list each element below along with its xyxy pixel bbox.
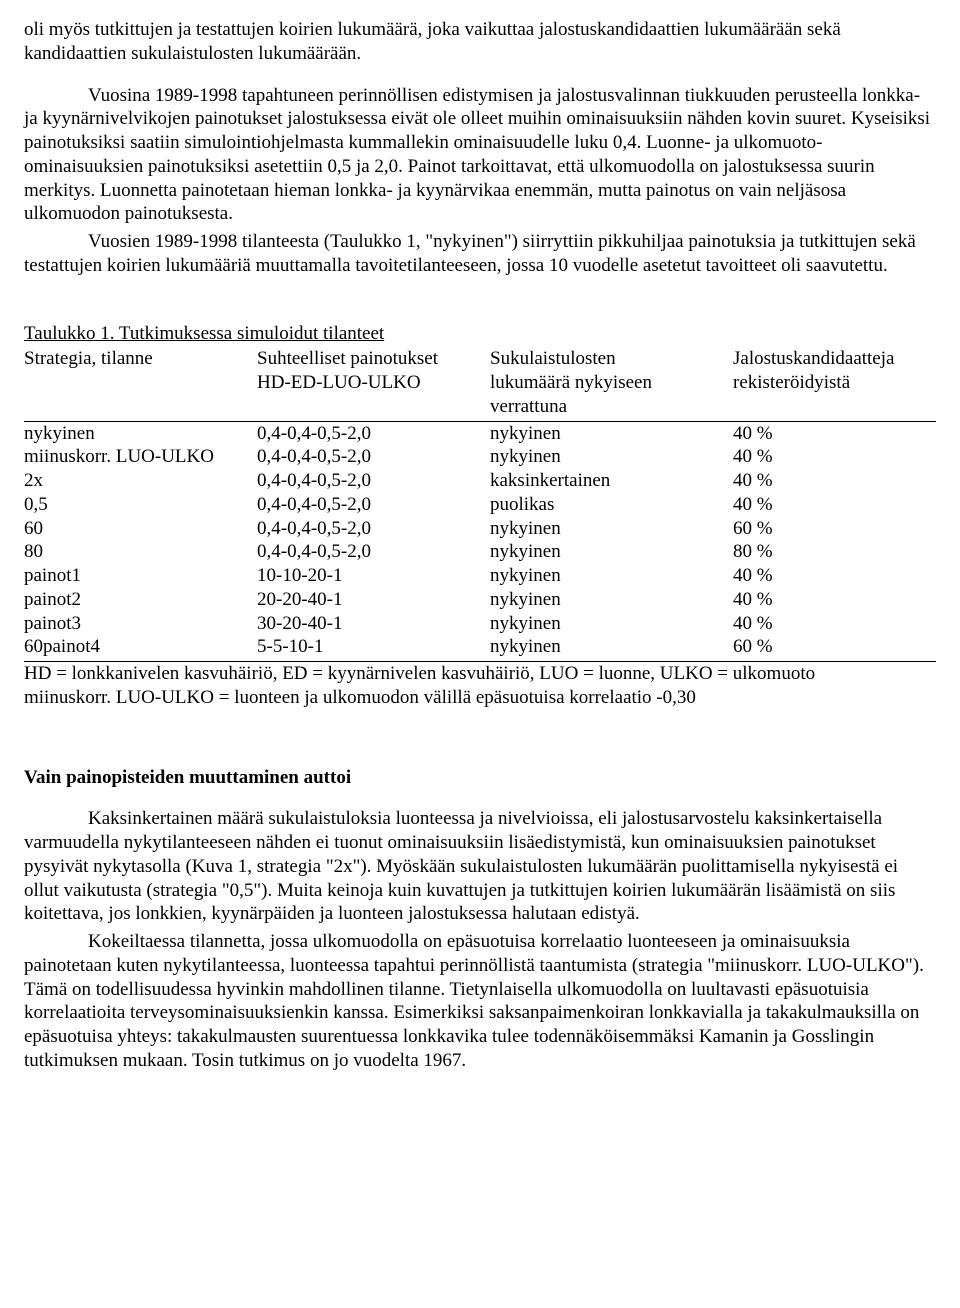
table-cell: nykyinen (490, 421, 733, 445)
paragraph-4: Kaksinkertainen määrä sukulaistuloksia l… (24, 807, 936, 926)
table-cell: painot2 (24, 588, 257, 612)
table-cell: 10-10-20-1 (257, 564, 490, 588)
table-cell: miinuskorr. LUO-ULKO (24, 445, 257, 469)
table-cell: 40 % (733, 493, 936, 517)
th-candidates-line2: rekisteröidyistä (733, 372, 850, 393)
table-cell: 5-5-10-1 (257, 635, 490, 661)
table-cell: nykyinen (490, 540, 733, 564)
table-1: Strategia, tilanne Suhteelliset painotuk… (24, 347, 936, 662)
table-cell: 40 % (733, 421, 936, 445)
table-cell: 0,4-0,4-0,5-2,0 (257, 445, 490, 469)
table-cell: painot1 (24, 564, 257, 588)
th-weights: Suhteelliset painotukset HD-ED-LUO-ULKO (257, 347, 490, 421)
table-cell: 60 % (733, 517, 936, 541)
table-footnote-2: miinuskorr. LUO-ULKO = luonteen ja ulkom… (24, 686, 936, 710)
paragraph-3: Vuosien 1989-1998 tilanteesta (Taulukko … (24, 230, 936, 278)
table-cell: kaksinkertainen (490, 469, 733, 493)
paragraph-1: oli myös tutkittujen ja testattujen koir… (24, 18, 936, 66)
table-cell: 40 % (733, 469, 936, 493)
table-cell: 80 % (733, 540, 936, 564)
table-cell: nykyinen (490, 445, 733, 469)
th-weights-line1: Suhteelliset painotukset (257, 348, 438, 369)
table-row: 60painot45-5-10-1nykyinen60 % (24, 635, 936, 661)
table-header-row: Strategia, tilanne Suhteelliset painotuk… (24, 347, 936, 421)
th-strategy: Strategia, tilanne (24, 347, 257, 421)
table-cell: 40 % (733, 612, 936, 636)
table-cell: 0,4-0,4-0,5-2,0 (257, 421, 490, 445)
table-cell: 60 % (733, 635, 936, 661)
table-cell: 20-20-40-1 (257, 588, 490, 612)
paragraph-5: Kokeiltaessa tilannetta, jossa ulkomuodo… (24, 930, 936, 1073)
table-cell: 0,4-0,4-0,5-2,0 (257, 469, 490, 493)
table-1-container: Taulukko 1. Tutkimuksessa simuloidut til… (24, 322, 936, 710)
th-relatives-line3: verrattuna (490, 396, 567, 417)
table-row: 2x0,4-0,4-0,5-2,0kaksinkertainen40 % (24, 469, 936, 493)
table-cell: 0,4-0,4-0,5-2,0 (257, 517, 490, 541)
th-relatives-line1: Sukulaistulosten (490, 348, 616, 369)
table-row: painot110-10-20-1nykyinen40 % (24, 564, 936, 588)
table-cell: 80 (24, 540, 257, 564)
th-relatives: Sukulaistulosten lukumäärä nykyiseen ver… (490, 347, 733, 421)
table-row: 800,4-0,4-0,5-2,0nykyinen80 % (24, 540, 936, 564)
table-cell: 2x (24, 469, 257, 493)
table-cell: 60painot4 (24, 635, 257, 661)
table-cell: nykyinen (490, 588, 733, 612)
table-row: nykyinen0,4-0,4-0,5-2,0nykyinen40 % (24, 421, 936, 445)
table-cell: nykyinen (490, 517, 733, 541)
table-cell: 0,4-0,4-0,5-2,0 (257, 493, 490, 517)
paragraph-2: Vuosina 1989-1998 tapahtuneen perinnölli… (24, 84, 936, 227)
table-cell: 40 % (733, 588, 936, 612)
table-cell: nykyinen (490, 635, 733, 661)
table-cell: 30-20-40-1 (257, 612, 490, 636)
section-heading-2: Vain painopisteiden muuttaminen auttoi (24, 766, 936, 790)
table-cell: 0,5 (24, 493, 257, 517)
table-cell: puolikas (490, 493, 733, 517)
th-candidates: Jalostuskandidaatteja rekisteröidyistä (733, 347, 936, 421)
table-1-title: Taulukko 1. Tutkimuksessa simuloidut til… (24, 322, 936, 346)
table-row: 0,50,4-0,4-0,5-2,0puolikas40 % (24, 493, 936, 517)
table-cell: painot3 (24, 612, 257, 636)
table-cell: 60 (24, 517, 257, 541)
table-cell: 40 % (733, 564, 936, 588)
table-cell: 0,4-0,4-0,5-2,0 (257, 540, 490, 564)
table-cell: nykyinen (24, 421, 257, 445)
th-weights-line2: HD-ED-LUO-ULKO (257, 372, 421, 393)
table-cell: nykyinen (490, 612, 733, 636)
th-candidates-line1: Jalostuskandidaatteja (733, 348, 894, 369)
table-row: miinuskorr. LUO-ULKO0,4-0,4-0,5-2,0nykyi… (24, 445, 936, 469)
table-cell: 40 % (733, 445, 936, 469)
table-footnote-1: HD = lonkkanivelen kasvuhäiriö, ED = kyy… (24, 662, 936, 686)
table-row: 600,4-0,4-0,5-2,0nykyinen60 % (24, 517, 936, 541)
th-relatives-line2: lukumäärä nykyiseen (490, 372, 652, 393)
table-cell: nykyinen (490, 564, 733, 588)
table-row: painot220-20-40-1nykyinen40 % (24, 588, 936, 612)
table-row: painot330-20-40-1nykyinen40 % (24, 612, 936, 636)
